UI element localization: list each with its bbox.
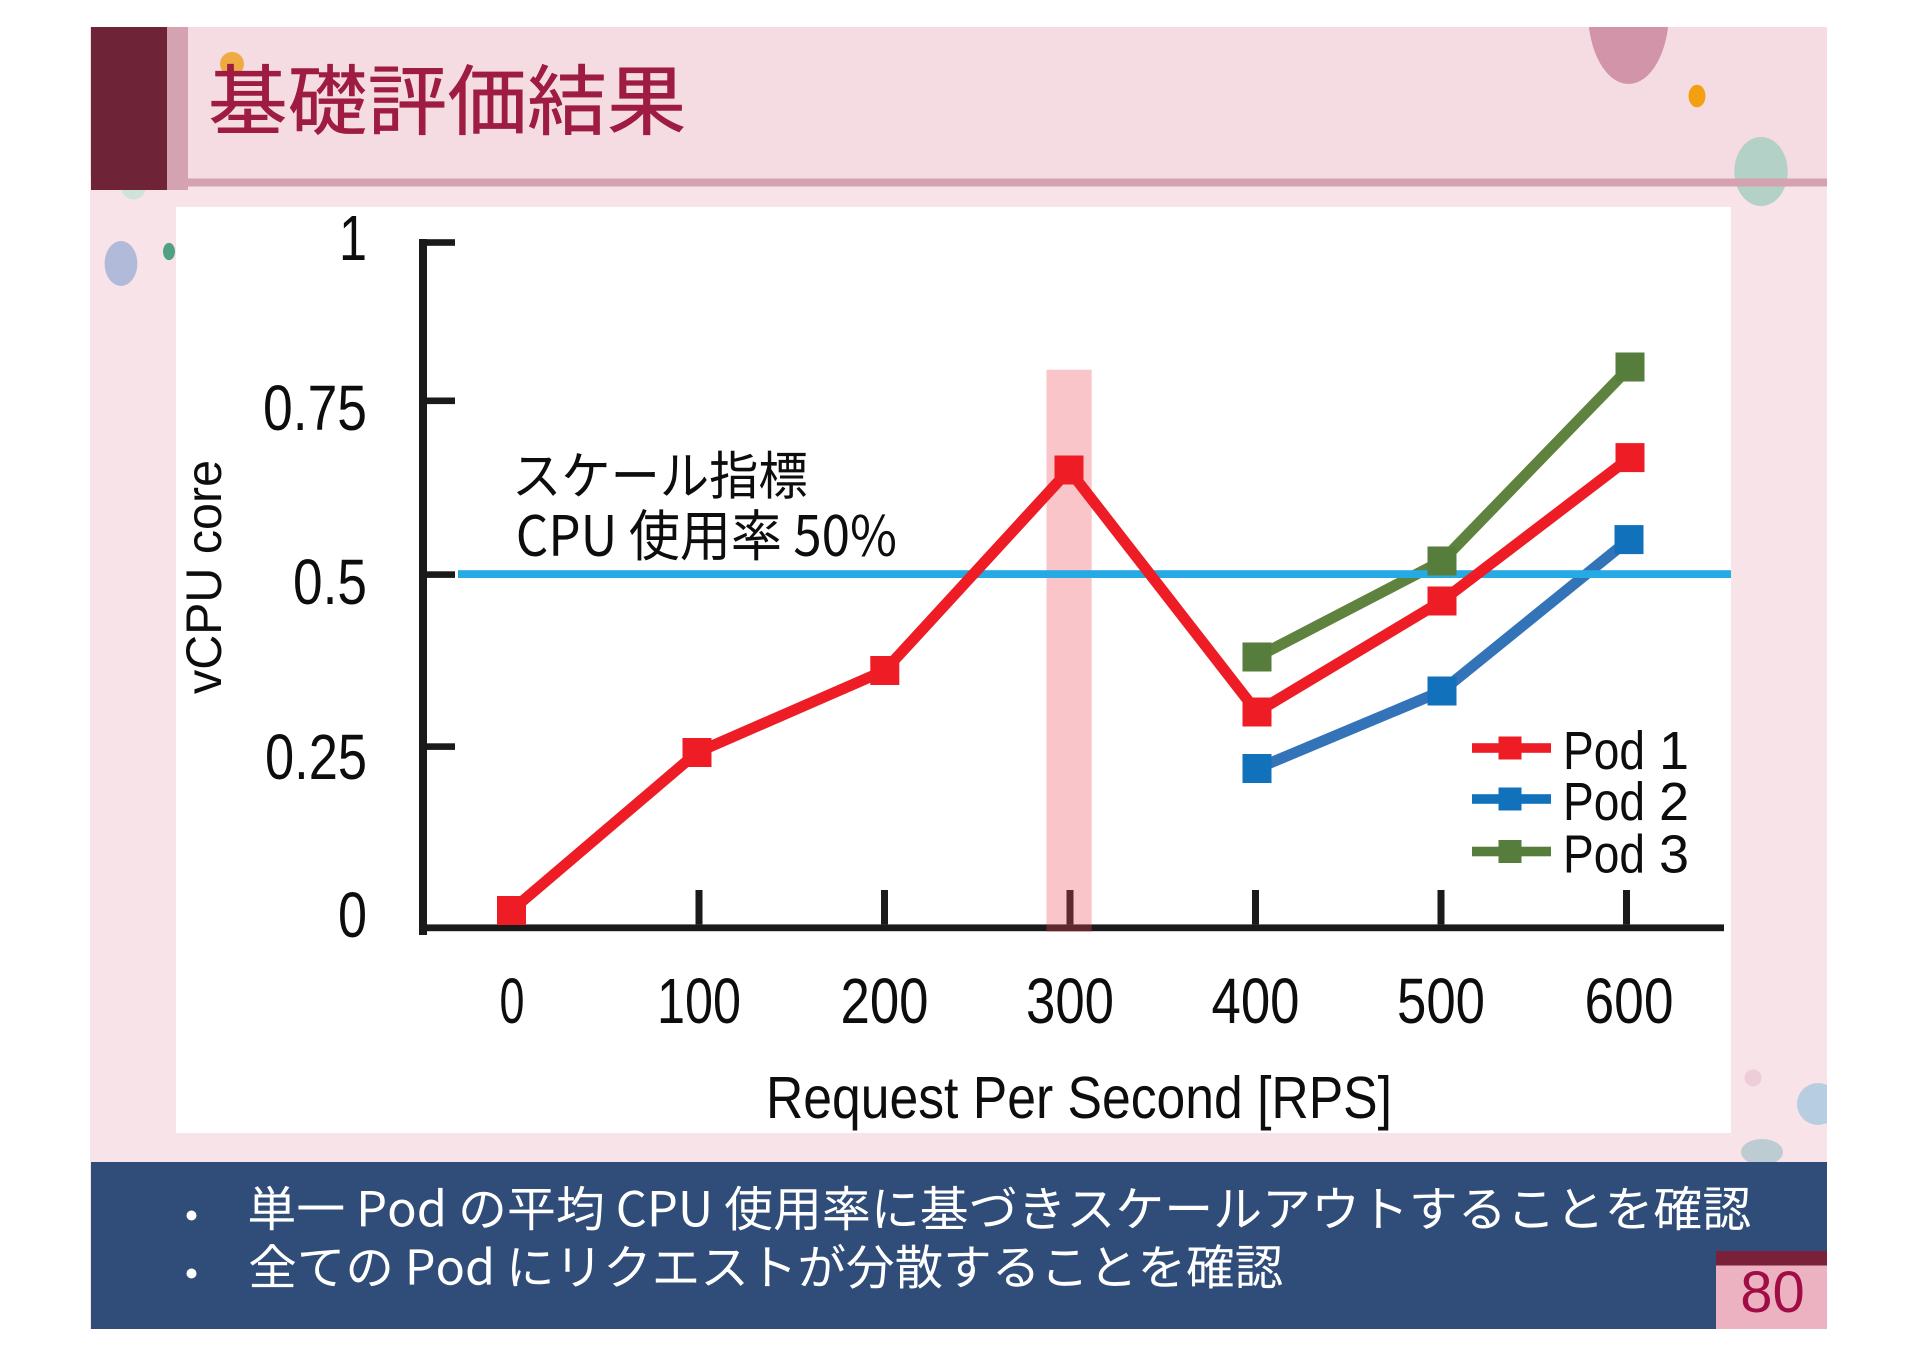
svg-text:0.25: 0.25 [265,721,367,793]
svg-text:0: 0 [338,879,367,951]
svg-text:3: 3 [1659,825,1689,885]
svg-text:80: 80 [1740,1260,1805,1325]
svg-text:300: 300 [1026,965,1114,1037]
svg-text:Request Per Second [RPS]: Request Per Second [RPS] [766,1065,1392,1131]
svg-text:Pod: Pod [1563,825,1645,885]
svg-text:200: 200 [841,965,929,1037]
svg-text:0: 0 [500,965,525,1037]
svg-text:vCPU core: vCPU core [176,460,232,694]
svg-text:2: 2 [1659,772,1689,832]
svg-text:100: 100 [657,965,741,1037]
svg-text:0.75: 0.75 [263,372,367,444]
svg-text:1: 1 [339,202,367,274]
svg-text:Pod: Pod [1563,721,1645,781]
svg-text:500: 500 [1397,965,1485,1037]
svg-text:600: 600 [1585,965,1674,1037]
svg-text:0.5: 0.5 [293,546,367,618]
svg-text:400: 400 [1212,965,1300,1037]
svg-text:1: 1 [1659,721,1689,781]
svg-text:Pod: Pod [1563,772,1645,832]
